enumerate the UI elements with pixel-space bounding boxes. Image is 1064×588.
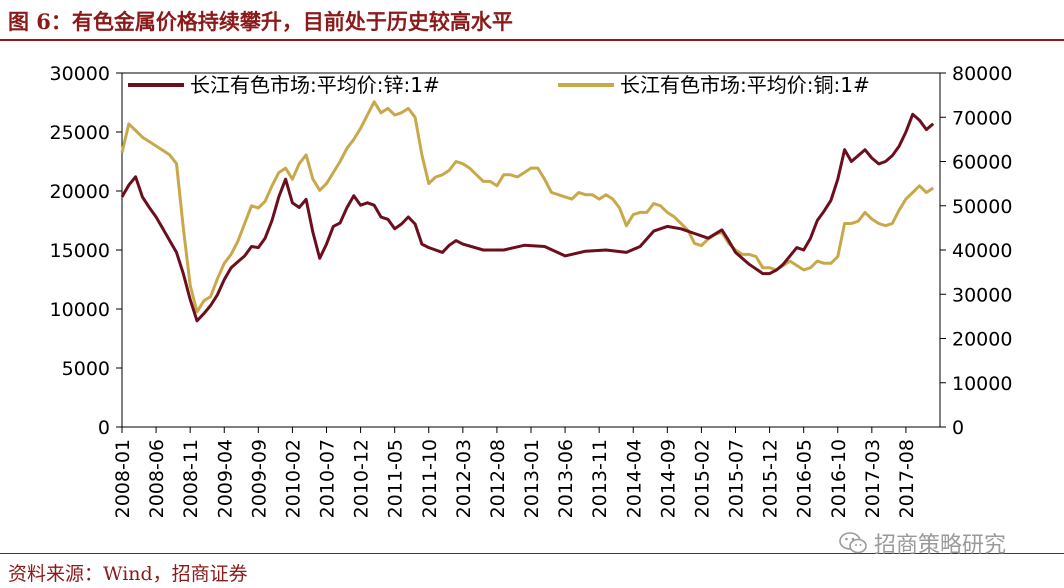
right-axis-ticks: 0 10000 20000 30000 40000 50000 60000 70000 8000… — [940, 63, 1012, 439]
x-tick-label: 2011-05 — [385, 439, 407, 518]
left-tick-label: 10000 — [50, 299, 110, 321]
chart-legend: 长江有色市场:平均价:锌:1# 长江有色市场:平均价:铜:1# — [128, 73, 870, 97]
right-tick-label: 20000 — [952, 329, 1012, 351]
left-tick-label: 15000 — [50, 240, 110, 262]
x-tick-label: 2008-01 — [112, 439, 134, 518]
x-tick-label: 2016-05 — [794, 439, 816, 518]
x-tick-label: 2009-09 — [248, 439, 270, 518]
x-axis-ticks: 2008-01 2008-06 2008-11 2009-04 2009-09 2010-… — [112, 427, 918, 518]
x-tick-label: 2012-03 — [453, 439, 475, 518]
right-tick-label: 30000 — [952, 284, 1012, 306]
x-tick-label: 2015-02 — [691, 439, 713, 518]
x-tick-label: 2016-10 — [828, 439, 850, 518]
left-axis-ticks: 0 5000 10000 15000 20000 25000 30000 — [50, 63, 122, 439]
x-tick-label: 2009-04 — [214, 439, 236, 518]
left-tick-label: 25000 — [50, 122, 110, 144]
right-tick-label: 50000 — [952, 196, 1012, 218]
x-tick-label: 2015-07 — [726, 439, 748, 518]
right-tick-label: 80000 — [952, 63, 1012, 85]
x-tick-label: 2013-06 — [555, 439, 577, 518]
x-tick-label: 2015-12 — [760, 439, 782, 518]
title-divider — [0, 39, 1064, 41]
x-tick-label: 2008-11 — [180, 439, 202, 518]
right-tick-label: 70000 — [952, 107, 1012, 129]
wechat-icon — [839, 532, 867, 554]
left-tick-label: 20000 — [50, 181, 110, 203]
left-tick-label: 0 — [98, 417, 110, 439]
x-tick-label: 2017-03 — [862, 439, 884, 518]
copper-series-line — [120, 100, 935, 314]
chart-series — [120, 100, 935, 323]
right-tick-label: 40000 — [952, 240, 1012, 262]
left-tick-label: 30000 — [50, 63, 110, 85]
x-tick-label: 2010-07 — [317, 439, 339, 518]
watermark-text: 招商策略研究 — [874, 533, 1007, 558]
chart-axes — [121, 72, 941, 428]
page-title: 图 6：有色金属价格持续攀升，目前处于历史较高水平 — [8, 9, 513, 34]
x-tick-label: 2008-06 — [146, 439, 168, 518]
x-tick-label: 2013-01 — [521, 439, 543, 518]
price-chart: 长江有色市场:平均价:锌:1# 长江有色市场:平均价:铜:1# 2008-01 20… — [50, 63, 1013, 518]
right-tick-label: 0 — [952, 417, 964, 439]
x-tick-label: 2011-10 — [419, 439, 441, 518]
watermark: 招商策略研究 — [838, 527, 1006, 559]
x-tick-label: 2010-02 — [282, 439, 304, 518]
zinc-series-line — [120, 112, 935, 323]
x-tick-label: 2010-12 — [351, 439, 373, 518]
x-tick-label: 2013-11 — [589, 439, 611, 518]
x-tick-label: 2012-08 — [487, 439, 509, 518]
plot-frame — [121, 72, 941, 428]
right-tick-label: 10000 — [952, 373, 1012, 395]
right-tick-label: 60000 — [952, 152, 1012, 174]
legend-label-copper: 长江有色市场:平均价:铜:1# — [620, 73, 870, 97]
left-tick-label: 5000 — [62, 358, 110, 380]
footer-divider — [0, 553, 1064, 554]
x-tick-label: 2014-09 — [657, 439, 679, 518]
source-note: 资料来源：Wind，招商证券 — [8, 563, 248, 585]
x-tick-label: 2017-08 — [896, 439, 918, 518]
legend-label-zinc: 长江有色市场:平均价:锌:1# — [190, 73, 440, 97]
x-tick-label: 2014-04 — [623, 439, 645, 518]
